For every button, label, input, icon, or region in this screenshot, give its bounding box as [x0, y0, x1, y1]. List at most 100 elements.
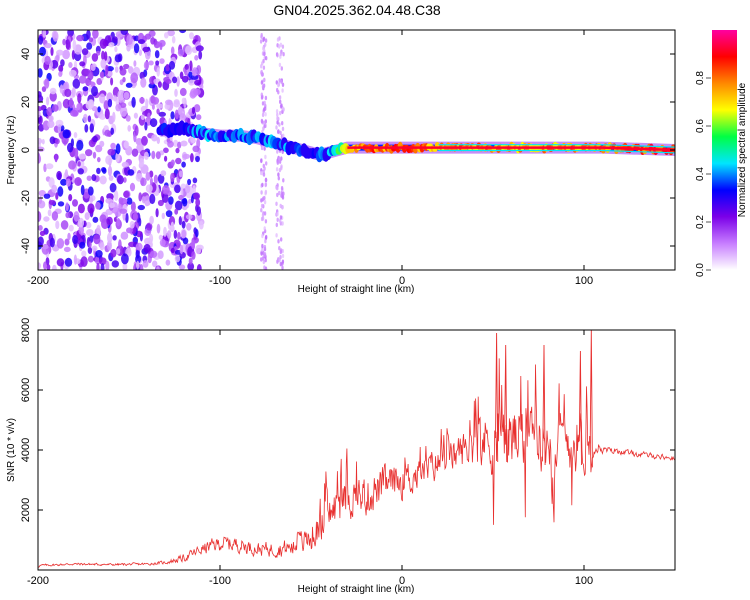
noise-blob: [118, 197, 124, 205]
noise-blob: [109, 202, 115, 209]
noise-blob: [86, 30, 91, 40]
noise-blob: [38, 68, 43, 78]
noise-blob: [90, 64, 96, 71]
noise-blob: [135, 254, 142, 264]
noise-blob: [64, 169, 68, 178]
noise-blob: [67, 232, 71, 241]
noise-blob: [63, 82, 68, 91]
noise-blob: [60, 178, 68, 186]
noise-blob: [278, 122, 281, 127]
noise-blob: [113, 217, 117, 222]
noise-blob: [262, 36, 266, 41]
noise-blob: [107, 232, 113, 244]
noise-blob: [192, 185, 196, 194]
snr-x-axis-label: Height of straight line (km): [298, 584, 415, 595]
noise-blob: [77, 217, 85, 228]
noise-blob: [275, 125, 278, 130]
noise-blob: [99, 175, 107, 185]
noise-blob: [165, 210, 173, 218]
noise-blob: [175, 147, 180, 154]
noise-blob: [74, 177, 82, 186]
noise-blob: [123, 63, 130, 70]
noise-blob: [264, 219, 268, 224]
noise-blob: [104, 108, 110, 120]
noise-blob: [195, 45, 204, 52]
noise-blob: [96, 224, 101, 236]
spectrogram-x-tick-label: -200: [27, 275, 49, 287]
noise-blob: [281, 195, 285, 200]
noise-blob: [275, 80, 278, 85]
noise-blob: [276, 149, 279, 154]
noise-blob: [145, 172, 151, 181]
noise-blob: [261, 256, 265, 261]
noise-blob: [142, 46, 150, 53]
noise-blob: [116, 248, 121, 255]
noise-blob: [114, 46, 118, 53]
noise-blob: [179, 113, 187, 121]
snr-x-tick-label: 100: [575, 575, 593, 587]
noise-blob: [148, 83, 156, 89]
noise-blob: [38, 225, 43, 231]
noise-blob: [138, 192, 142, 202]
noise-blob: [89, 196, 94, 203]
noise-blob: [163, 147, 169, 154]
noise-blob: [185, 45, 193, 55]
noise-blob: [280, 156, 283, 161]
noise-blob: [191, 251, 196, 260]
noise-blob: [56, 238, 65, 249]
colorbar: 0.0 0.2 0.4 0.6 0.8 Normalized spectral ampl…: [695, 30, 748, 277]
snr-y-tick-label: 8000: [20, 318, 32, 342]
noise-blob: [99, 214, 107, 224]
noise-blob: [106, 92, 113, 103]
spectrogram-y-tick-label: 0: [20, 147, 32, 153]
noise-blob: [81, 48, 89, 56]
noise-blob: [52, 264, 57, 270]
noise-blob: [182, 153, 191, 159]
noise-blob: [88, 241, 92, 249]
noise-blob: [55, 138, 60, 145]
noise-blob: [281, 126, 285, 131]
noise-blob: [87, 115, 92, 123]
noise-blob: [276, 192, 279, 198]
noise-blob: [46, 107, 53, 117]
noise-blob: [164, 155, 168, 162]
noise-blob: [92, 30, 99, 39]
noise-blob: [260, 208, 263, 213]
noise-blob: [188, 71, 193, 78]
snr-plot-area: [38, 330, 675, 568]
noise-blob: [138, 49, 142, 56]
noise-blob: [155, 151, 161, 160]
noise-blob: [110, 77, 114, 86]
noise-blob: [262, 259, 265, 265]
noise-blob: [115, 104, 122, 112]
noise-blob: [260, 203, 264, 209]
noise-blob: [158, 111, 166, 117]
noise-blob: [119, 105, 128, 117]
noise-blob: [72, 39, 77, 51]
noise-blob: [103, 100, 109, 110]
noise-blob: [91, 245, 98, 252]
noise-blob: [142, 260, 149, 268]
noise-blob: [149, 193, 156, 205]
noise-blob: [77, 161, 81, 167]
noise-blob: [260, 95, 264, 100]
noise-blob: [260, 72, 264, 77]
noise-blob: [62, 38, 66, 46]
noise-blob: [194, 79, 202, 86]
noise-blob: [262, 107, 266, 112]
noise-blob: [56, 49, 64, 56]
noise-blob: [198, 50, 203, 60]
noise-blob: [259, 39, 263, 44]
noise-blob: [87, 70, 94, 81]
noise-blob: [105, 155, 113, 165]
noise-blob: [123, 190, 130, 198]
noise-blob: [119, 208, 128, 214]
noise-blob: [45, 163, 54, 170]
noise-blob: [178, 170, 183, 178]
noise-blob: [98, 257, 107, 266]
noise-blob: [47, 209, 52, 217]
noise-blob: [65, 202, 69, 212]
noise-blob: [144, 121, 148, 131]
noise-blob: [195, 155, 200, 163]
